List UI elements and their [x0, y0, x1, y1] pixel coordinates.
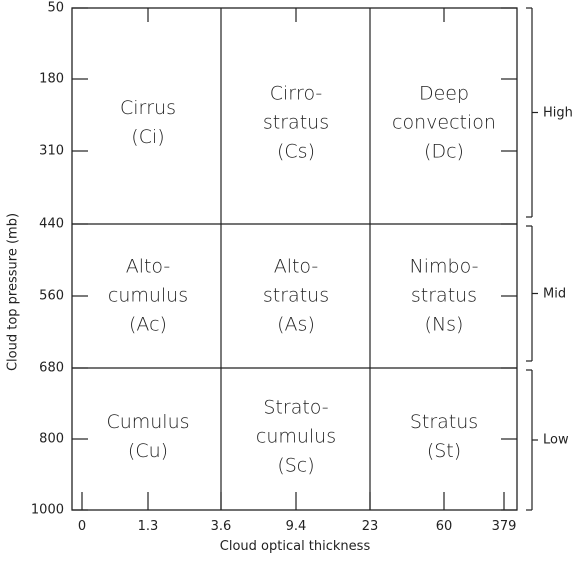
plot-frame: [71, 7, 518, 511]
